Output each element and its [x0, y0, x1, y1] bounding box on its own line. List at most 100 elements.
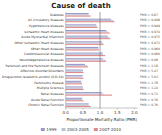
bar	[66, 105, 89, 106]
bar	[66, 48, 99, 49]
bar	[66, 70, 83, 71]
annotation: PMR = 0.67	[140, 13, 158, 17]
bar	[66, 72, 84, 73]
bar	[66, 19, 111, 20]
category-label: Cerebrovascular diseases	[24, 52, 64, 56]
annotation: PMR = 0.974	[140, 30, 160, 34]
bar	[66, 16, 91, 17]
category-label: Ischaemic Heart diseases	[24, 30, 64, 34]
bar	[66, 106, 91, 107]
category-label: Neurodegenerative diseases	[19, 58, 64, 62]
bar	[66, 14, 89, 15]
title: Cause of death	[51, 2, 110, 10]
bar	[66, 44, 104, 45]
bar	[66, 99, 83, 100]
legend-label: 2007-2010	[99, 127, 121, 132]
bar	[66, 47, 99, 48]
y-axis	[65, 12, 66, 108]
bar	[66, 58, 103, 59]
annotation: PMR = 0.998	[140, 18, 160, 22]
category-label: Chronic Renal Function	[28, 103, 64, 107]
category-label: Renal diseases	[41, 92, 64, 96]
category-label: Other Ischaemic Heart diseases	[14, 41, 64, 45]
bar	[66, 36, 108, 37]
tick-label: 1.0	[97, 110, 104, 115]
category-label: Parkinson and the Parkinson diseases	[6, 64, 65, 68]
legend-swatch	[94, 128, 98, 131]
bar	[66, 98, 83, 99]
bar	[66, 32, 110, 33]
annotation: PMR = 5.47	[140, 69, 158, 73]
annotation: PMR = 0.98	[140, 58, 158, 62]
annotation: PMR = 5.03	[140, 75, 158, 79]
category-label: Diabetes	[50, 13, 64, 17]
category-label: Drug/alcohol related to alcohol (ICD-10)	[2, 75, 64, 79]
bar	[66, 26, 97, 27]
category-label: All circulatory diseases	[28, 18, 64, 22]
bar	[66, 93, 104, 94]
bar	[66, 13, 89, 14]
category-label: Hypertensive diseases	[29, 24, 64, 28]
bar	[66, 43, 103, 44]
tick-label: 0.0	[62, 110, 69, 115]
annotation: PMR = 0.72	[140, 92, 158, 96]
bar	[66, 24, 97, 25]
legend-label: 1999	[46, 127, 57, 132]
category-label: Other Heart diseases	[31, 47, 64, 51]
reference-line	[100, 12, 101, 108]
bar	[66, 49, 99, 50]
bar	[66, 27, 98, 28]
bar	[66, 31, 108, 32]
bar	[66, 20, 113, 21]
annotation: PMR = 0.76	[140, 98, 158, 102]
bar	[66, 100, 84, 101]
annotation: PMR = 0.999	[140, 24, 160, 28]
bar	[66, 95, 112, 96]
annotation: PMR = 0.975	[140, 35, 160, 39]
bar	[66, 59, 106, 60]
bar	[66, 86, 83, 87]
bar	[66, 38, 111, 39]
category-label: Multiple Sclerosis	[37, 86, 64, 90]
x-axis	[66, 108, 138, 109]
bar	[66, 55, 106, 56]
legend-swatch	[41, 128, 45, 131]
bar	[66, 89, 84, 90]
bar	[66, 103, 89, 104]
annotation: PMR = 0.76	[140, 103, 158, 107]
bar	[66, 71, 83, 72]
bar	[66, 64, 85, 65]
bar	[66, 37, 109, 38]
bar	[66, 21, 115, 22]
annotation: PMR = 0.972	[140, 41, 160, 45]
bar	[66, 81, 81, 82]
bar	[66, 54, 103, 55]
tick-label: 2.0	[131, 110, 138, 115]
legend-label: 2003-2005	[67, 127, 89, 132]
bars	[66, 13, 115, 107]
annotation: PMR = 2.18	[140, 64, 158, 68]
x-label: Proportionate Mortality Ratio (PMR)	[66, 117, 137, 122]
annotation: PMR = 0.960	[140, 47, 160, 51]
bar	[66, 53, 103, 54]
bar	[66, 41, 102, 42]
bar	[66, 83, 83, 84]
bar	[66, 66, 88, 67]
bar	[66, 76, 82, 77]
bar	[66, 92, 102, 93]
tick-label: 0.5	[80, 110, 87, 115]
category-label: Affective disorder/Disorders	[21, 69, 64, 73]
bar	[66, 82, 82, 83]
bar	[66, 65, 87, 66]
legend-swatch	[62, 128, 66, 131]
annotation: PMR = 0.960	[140, 52, 160, 56]
annotation: PMR = 1.24	[140, 86, 158, 90]
category-label: Acute Myocardial Infarction	[21, 35, 63, 39]
category-label: Acute Renal Function	[31, 98, 64, 102]
bar	[66, 78, 84, 79]
annotation: PMR = 2.78	[140, 81, 158, 85]
chart: DiabetesAll circulatory diseases Hyperten…	[0, 0, 162, 135]
bar	[66, 88, 83, 89]
legend: 1999 2003-2005 2007-2010	[41, 127, 122, 132]
category-label: Parkinsons disease	[34, 81, 63, 85]
